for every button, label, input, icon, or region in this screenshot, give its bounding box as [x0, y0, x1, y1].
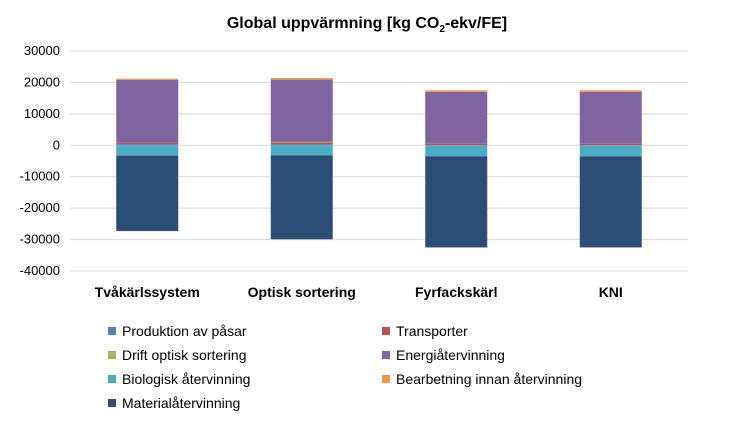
legend-label: Transporter	[396, 323, 468, 339]
legend-swatch	[108, 399, 116, 407]
legend-item: Produktion av påsar	[108, 322, 247, 340]
y-tick-label: 10000	[24, 106, 60, 121]
legend-label: Drift optisk sortering	[122, 347, 247, 363]
legend-item: Drift optisk sortering	[108, 346, 246, 364]
bar-segment	[116, 79, 179, 143]
bar-segment	[425, 156, 488, 248]
legend-swatch	[108, 375, 116, 383]
legend-label: Energiåtervinning	[396, 347, 505, 363]
y-tick-label: 20000	[24, 74, 60, 89]
legend-item: Bearbetning innan återvinning	[382, 370, 582, 388]
x-category-label: Tvåkärlssystem	[95, 284, 200, 300]
bar-segment	[425, 143, 488, 146]
bar-segment	[425, 90, 488, 92]
bars	[116, 78, 642, 248]
legend-swatch	[382, 375, 390, 383]
axes: 30000 20000 10000 0 -10000 -20000 -30000 -40000…	[20, 43, 623, 300]
x-category-label: Optisk sortering	[248, 284, 356, 300]
bar-segment	[270, 144, 333, 146]
bar-segment	[579, 156, 642, 248]
legend-item: Transporter	[382, 322, 468, 340]
legend-swatch	[382, 351, 390, 359]
bar-segment	[270, 155, 333, 240]
bar-segment	[425, 145, 488, 157]
legend-swatch	[382, 327, 390, 335]
y-tick-label: -40000	[20, 263, 60, 278]
legend-item: Energiåtervinning	[382, 346, 505, 364]
bar-segment	[579, 91, 642, 144]
bar-segment	[270, 79, 333, 142]
bar-segment	[579, 90, 642, 92]
legend-item: Biologisk återvinning	[108, 370, 250, 388]
legend-swatch	[108, 327, 116, 335]
legend-label: Bearbetning innan återvinning	[396, 371, 583, 387]
bar-segment	[116, 144, 179, 146]
y-tick-label: -30000	[20, 232, 60, 247]
bar-segment	[270, 78, 333, 80]
bar-segment	[116, 78, 179, 80]
bar-segment	[116, 145, 179, 156]
y-tick-label: -10000	[20, 169, 60, 184]
bar-segment	[579, 143, 642, 146]
y-tick-label: -20000	[20, 200, 60, 215]
bar-segment	[579, 145, 642, 157]
legend-label: Produktion av påsar	[122, 323, 247, 339]
y-tick-label: 0	[53, 137, 60, 152]
legend-item: Materialåtervinning	[108, 394, 240, 412]
bar-segment	[270, 141, 333, 143]
bar-segment	[116, 142, 179, 145]
bar-segment	[270, 142, 333, 145]
bar-segment	[425, 91, 488, 144]
x-category-label: KNI	[599, 284, 623, 300]
legend-label: Materialåtervinning	[122, 395, 241, 411]
bar-segment	[116, 155, 179, 232]
y-tick-label: 30000	[24, 43, 60, 58]
legend-swatch	[108, 351, 116, 359]
chart-title: Global uppvärmning [kg CO2-ekv/FE]	[227, 15, 507, 35]
x-category-label: Fyrfackskärl	[415, 284, 498, 300]
legend-label: Biologisk återvinning	[122, 371, 251, 387]
bar-segment	[270, 145, 333, 156]
